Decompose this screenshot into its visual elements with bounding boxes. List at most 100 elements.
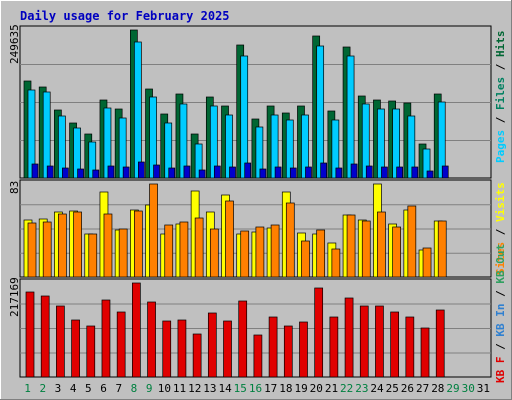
bar-files-day-16 — [255, 126, 264, 179]
bar-sites-day-6 — [103, 213, 113, 278]
bar-kbytes-day-22 — [344, 297, 354, 378]
x-tick-day-14: 14 — [218, 382, 232, 395]
x-tick-day-22: 22 — [340, 382, 353, 395]
bar-files-day-20 — [316, 45, 325, 179]
bar-pages-day-3 — [62, 167, 69, 179]
x-tick-day-23: 23 — [355, 382, 368, 395]
bar-pages-day-10 — [168, 167, 176, 179]
x-tick-day-6: 6 — [100, 382, 107, 395]
x-tick-day-30: 30 — [462, 382, 475, 395]
bar-files-day-25 — [392, 108, 400, 179]
bar-files-day-17 — [270, 114, 279, 179]
bar-files-day-9 — [149, 96, 157, 179]
bar-sites-day-15 — [240, 230, 250, 278]
bar-pages-day-16 — [259, 168, 267, 179]
bar-pages-day-8 — [138, 161, 145, 179]
bar-pages-day-21 — [335, 167, 343, 179]
x-tick-day-11: 11 — [173, 382, 186, 395]
bar-pages-day-24 — [381, 166, 388, 179]
bar-sites-day-1 — [27, 222, 37, 278]
bar-kbytes-day-15 — [238, 300, 248, 378]
bar-files-day-12 — [194, 143, 203, 179]
y-max-label-visits: 83 — [8, 181, 21, 194]
bar-files-day-1 — [27, 89, 36, 179]
bar-kbytes-day-14 — [223, 320, 232, 378]
bar-kbytes-day-17 — [268, 316, 278, 378]
x-tick-day-27: 27 — [416, 382, 429, 395]
bar-kbytes-day-3 — [56, 305, 65, 378]
bar-files-day-15 — [240, 55, 249, 179]
bar-pages-day-14 — [229, 166, 236, 179]
bar-kbytes-day-16 — [253, 334, 263, 378]
bar-files-day-6 — [103, 107, 112, 179]
x-tick-day-17: 17 — [264, 382, 277, 395]
bar-kbytes-day-24 — [375, 305, 384, 378]
x-tick-day-3: 3 — [55, 382, 62, 395]
bar-sites-day-3 — [58, 213, 67, 278]
y-max-label-kbytes: 217169 — [8, 277, 21, 317]
bar-pages-day-15 — [244, 162, 252, 179]
bar-files-day-22 — [346, 55, 355, 179]
bar-kbytes-day-2 — [40, 295, 50, 378]
bar-files-day-21 — [331, 119, 340, 179]
bar-pages-day-22 — [350, 163, 358, 179]
bar-sites-day-17 — [270, 224, 280, 278]
bar-files-day-3 — [58, 115, 66, 179]
bar-files-day-28 — [437, 101, 446, 179]
bar-pages-day-26 — [411, 166, 419, 179]
bar-files-day-27 — [422, 148, 431, 179]
x-tick-day-4: 4 — [70, 382, 77, 395]
x-tick-day-1: 1 — [24, 382, 31, 395]
bar-files-day-4 — [73, 127, 81, 179]
bar-pages-day-4 — [77, 168, 84, 179]
bar-kbytes-day-19 — [299, 321, 308, 378]
bar-kbytes-day-21 — [329, 316, 339, 378]
x-tick-day-21: 21 — [325, 382, 338, 395]
x-tick-day-15: 15 — [234, 382, 247, 395]
bar-sites-day-13 — [209, 228, 219, 278]
x-tick-day-8: 8 — [131, 382, 138, 395]
bar-pages-day-19 — [305, 166, 312, 179]
bar-kbytes-day-1 — [25, 291, 35, 378]
bar-files-day-7 — [118, 117, 127, 179]
bar-sites-day-9 — [149, 183, 158, 278]
bar-kbytes-day-6 — [101, 299, 111, 378]
bar-files-day-13 — [209, 105, 218, 179]
bar-sites-day-16 — [255, 226, 265, 278]
bar-sites-day-23 — [361, 220, 371, 278]
bar-sites-day-21 — [331, 248, 341, 278]
bar-kbytes-day-13 — [207, 312, 217, 378]
bar-sites-day-10 — [164, 224, 174, 278]
bar-sites-day-20 — [316, 229, 326, 278]
x-tick-day-13: 13 — [203, 382, 216, 395]
bar-kbytes-day-8 — [132, 282, 141, 378]
bar-files-day-5 — [88, 141, 97, 179]
bar-pages-day-23 — [365, 165, 373, 179]
bar-kbytes-day-28 — [435, 309, 445, 378]
bar-pages-day-27 — [426, 170, 434, 179]
bar-files-day-26 — [407, 115, 416, 179]
bar-files-day-24 — [377, 108, 385, 179]
x-tick-day-10: 10 — [158, 382, 171, 395]
bar-files-day-18 — [285, 119, 294, 179]
x-tick-day-2: 2 — [39, 382, 46, 395]
x-tick-day-5: 5 — [85, 382, 92, 395]
bar-pages-day-18 — [289, 167, 297, 179]
bar-files-day-11 — [179, 103, 188, 179]
bar-kbytes-day-18 — [283, 325, 293, 378]
bar-sites-day-8 — [134, 210, 143, 278]
bar-sites-day-4 — [73, 211, 82, 278]
y-max-label-hits: 249635 — [8, 24, 21, 64]
bar-kbytes-day-12 — [192, 333, 202, 378]
bar-pages-day-2 — [46, 165, 54, 179]
x-tick-day-7: 7 — [115, 382, 122, 395]
x-tick-day-29: 29 — [446, 382, 459, 395]
bar-sites-day-14 — [225, 200, 234, 278]
bar-sites-day-22 — [346, 214, 356, 278]
x-tick-day-12: 12 — [188, 382, 201, 395]
bar-sites-day-2 — [42, 221, 52, 278]
bar-pages-day-13 — [213, 165, 221, 179]
x-tick-day-31: 31 — [477, 382, 490, 395]
bar-sites-day-11 — [179, 221, 189, 278]
